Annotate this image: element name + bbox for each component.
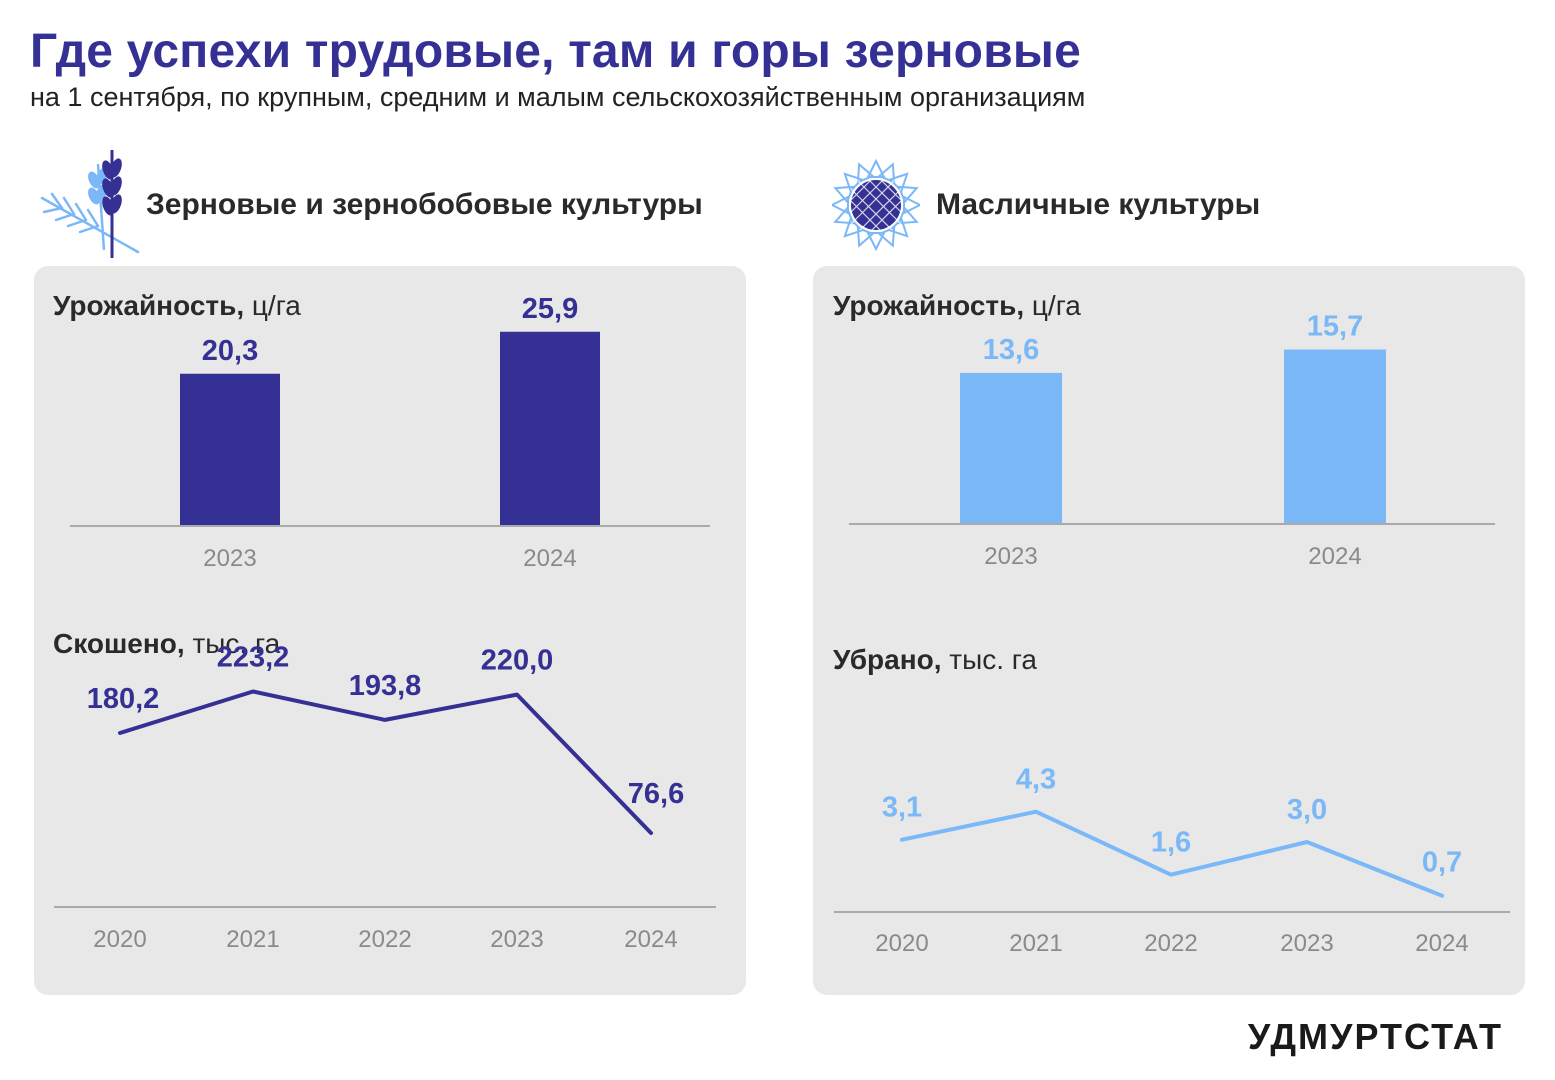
oil-yield-tick-2024: 2024 [1308,543,1361,570]
grain-card [34,266,746,995]
oil-harvest-tick-2024: 2024 [1415,930,1468,957]
grain-yield-bar-2023 [180,373,280,526]
grain-harvest-value-label-2023: 220,0 [481,645,554,677]
oil-harvest-value-label-2021: 4,3 [1016,764,1056,796]
grain-harvest-tick-2024: 2024 [624,926,677,953]
grain-harvest-title-text: Скошено, [53,628,185,659]
oil-yield-value-label-2024: 15,7 [1307,311,1363,343]
page-title: Где успехи трудовые, там и горы зерновые [30,25,1081,78]
section-header-oil: Масличные культуры [832,150,1260,260]
grain-harvest-series-line [118,689,653,835]
grain-harvest-value-label-2022: 193,8 [349,670,422,702]
wheat-icon [40,150,140,258]
grain-harvest-tick-2023: 2023 [490,926,543,953]
page-subtitle: на 1 сентября, по крупным, средним и мал… [30,82,1086,112]
grain-yield-value-label-2023: 20,3 [202,335,258,367]
oil-harvest-value-label-2020: 3,1 [882,792,922,824]
oil-harvest-series-line [900,809,1444,898]
brand-logo: УДМУРТСТАТ [1247,1016,1503,1057]
section-header-grain: Зерновые и зернобобовые культуры [38,150,703,260]
grain-yield-title: Урожайность, ц/га [53,290,301,322]
grain-yield-tick-2023: 2023 [203,545,256,572]
oil-yield-bar-2024 [1284,349,1386,524]
grain-harvest-title: Скошено, тыс. га [53,628,280,660]
oil-harvest-tick-2023: 2023 [1280,930,1333,957]
section-label-grain: Зерновые и зернобобовые культуры [146,188,703,221]
sunflower-icon [832,158,920,252]
oil-harvest-unit: тыс. га [949,644,1037,675]
section-label-oil: Масличные культуры [936,188,1261,221]
oil-harvest-title: Убрано, тыс. га [833,644,1037,676]
oil-harvest-tick-2021: 2021 [1009,930,1062,957]
oil-yield-value-label-2023: 13,6 [983,334,1039,366]
grain-harvest-tick-2022: 2022 [358,926,411,953]
grain-yield-title-text: Урожайность, [53,290,245,321]
grain-yield-tick-2024: 2024 [523,545,576,572]
oil-harvest-tick-2020: 2020 [875,930,928,957]
grain-harvest-unit: тыс. га [192,628,281,659]
grain-harvest-value-label-2021: 223,2 [217,641,290,673]
oil-harvest-value-label-2023: 3,0 [1287,794,1327,826]
grain-harvest-value-label-2024: 76,6 [628,778,684,810]
grain-harvest-tick-2021: 2021 [226,926,279,953]
oil-yield-unit: ц/га [1031,290,1081,321]
grain-harvest-value-label-2020: 180,2 [87,683,160,715]
oil-yield-tick-2023: 2023 [984,543,1037,570]
grain-yield-unit: ц/га [251,290,301,321]
oil-yield-bar-2023 [960,372,1062,524]
grain-yield-value-label-2024: 25,9 [522,293,578,325]
grain-harvest-tick-2020: 2020 [93,926,146,953]
oil-yield-title-text: Урожайность, [833,290,1025,321]
oil-harvest-value-label-2022: 1,6 [1151,827,1191,859]
oil-yield-title: Урожайность, ц/га [833,290,1081,322]
oil-harvest-value-label-2024: 0,7 [1422,847,1462,879]
oil-harvest-tick-2022: 2022 [1144,930,1197,957]
grain-yield-bar-2024 [500,331,600,526]
oil-harvest-title-text: Убрано, [833,644,942,675]
